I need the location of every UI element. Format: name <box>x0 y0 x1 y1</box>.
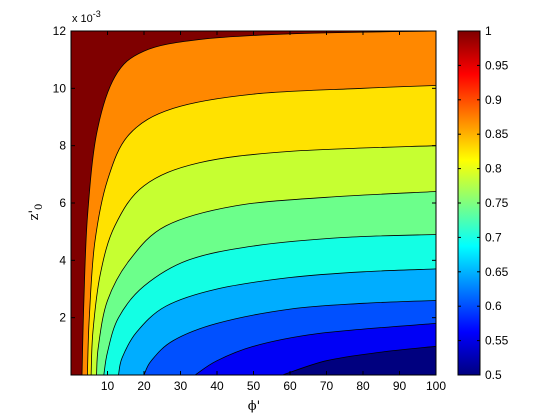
colorbar-tick-label: 0.75 <box>485 196 509 210</box>
colorbar-tick-label: 0.85 <box>485 127 509 141</box>
colorbar-tick-label: 0.6 <box>485 299 502 313</box>
y-tick-label: 8 <box>59 139 66 153</box>
y-axis-ticks: 2 4 6 8 10 12 <box>53 24 436 325</box>
contour-line <box>90 145 436 375</box>
y-axis-label: z'0 <box>27 204 45 221</box>
y-tick-label: 4 <box>59 253 66 267</box>
contour-region <box>71 31 436 375</box>
contour-line <box>103 234 436 375</box>
x-axis-label: ϕ' <box>248 399 260 414</box>
x-tick-label: 70 <box>320 379 334 393</box>
contour-region <box>71 31 436 375</box>
colorbar-tick-label: 0.7 <box>485 230 502 244</box>
x-tick-label: 80 <box>356 379 370 393</box>
x-tick-label: 90 <box>393 379 407 393</box>
contour-line <box>143 300 436 375</box>
colorbar <box>458 31 480 375</box>
colorbar-tick-label: 0.9 <box>485 93 502 107</box>
colorbar-tick-label: 0.5 <box>485 368 502 382</box>
contour-line <box>282 345 436 375</box>
x-tick-label: 10 <box>101 379 115 393</box>
contour-line <box>87 85 436 375</box>
colorbar-tick-label: 0.65 <box>485 265 509 279</box>
colorbar-tick-label: 0.55 <box>485 334 509 348</box>
svg-text:z'0: z'0 <box>27 204 45 221</box>
colorbar-ticks: 0.5 0.55 0.6 0.65 0.7 0.75 0.8 0.85 0.9 0.95 1 <box>458 24 509 382</box>
contour-lines <box>81 31 436 375</box>
x-tick-label: 30 <box>174 379 188 393</box>
contour-regions <box>71 31 436 375</box>
colorbar-tick-label: 0.8 <box>485 162 502 176</box>
y-scale-note: x 10-3 <box>72 9 101 25</box>
contour-line <box>194 323 436 375</box>
contour-line <box>118 268 436 375</box>
x-tick-label: 20 <box>137 379 151 393</box>
colorbar-tick-label: 1 <box>485 24 492 38</box>
x-tick-label: 100 <box>426 379 446 393</box>
contour-line <box>96 191 436 375</box>
colorbar-tick-label: 0.95 <box>485 58 509 72</box>
x-axis-ticks: 10 20 30 40 50 60 70 80 90 100 <box>101 31 446 393</box>
y-tick-label: 12 <box>53 24 67 38</box>
x-tick-label: 60 <box>283 379 297 393</box>
x-tick-label: 50 <box>247 379 261 393</box>
y-tick-label: 2 <box>59 311 66 325</box>
x-tick-label: 40 <box>210 379 224 393</box>
y-tick-label: 6 <box>59 196 66 210</box>
y-tick-label: 10 <box>53 81 67 95</box>
